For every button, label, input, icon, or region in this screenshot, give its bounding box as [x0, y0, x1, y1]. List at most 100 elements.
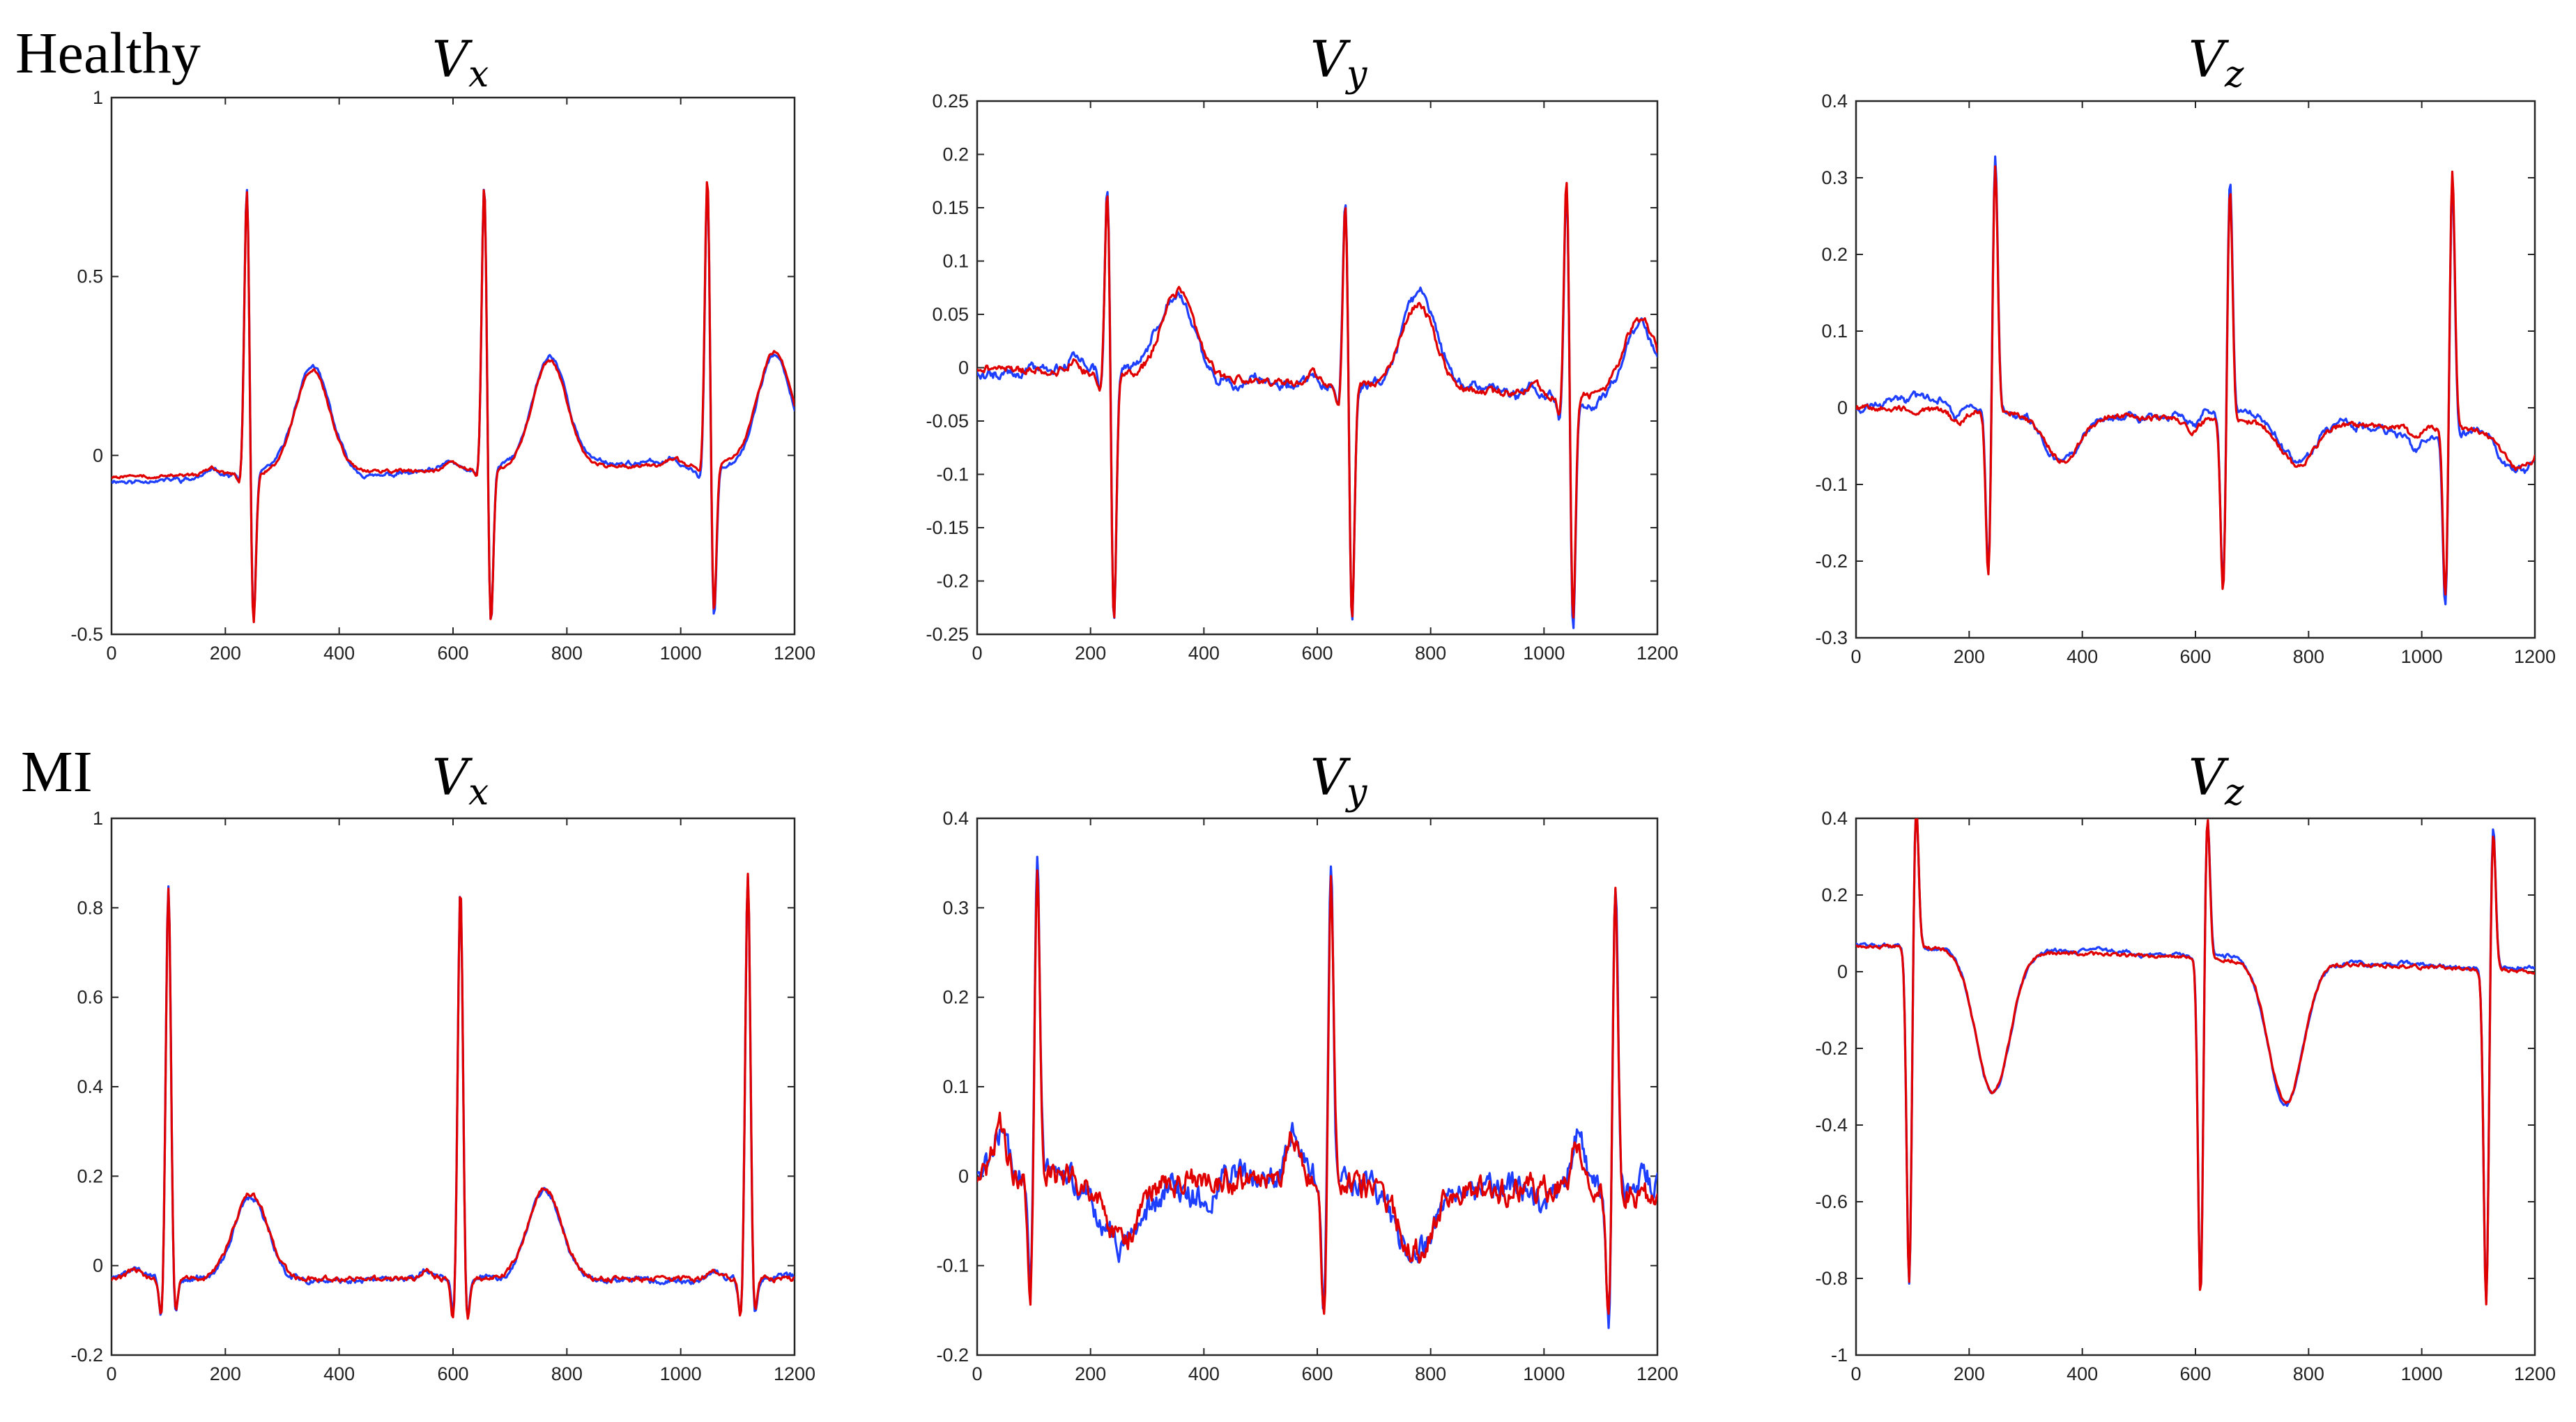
y-tick-label: -0.1	[936, 1255, 969, 1276]
x-tick-label: 0	[972, 1363, 982, 1384]
x-tick-label: 800	[1415, 1363, 1446, 1384]
chart-mi-vx: Vx0 200 400 600 800 1000 1200-0.200.20.40.60.8…	[70, 748, 815, 1384]
y-tick-label: 0.4	[942, 808, 969, 829]
chart-healthy-vy: Vy 0 200 400 600 800 1000 1200 -0.25 -0.2 -0.15 -0.…	[926, 30, 1678, 664]
y-tick-label: 0	[958, 1165, 969, 1186]
series-line-red-mi-vz	[1856, 818, 2535, 1306]
y-tick-label: 0	[1837, 961, 1848, 982]
y-tick-label: 0	[93, 1255, 103, 1276]
y-tick-label: -0.5	[70, 624, 103, 645]
x-tick-label: 0	[106, 1363, 116, 1384]
chart-title-symbol: V	[2188, 30, 2230, 89]
y-tick-label: 0	[93, 445, 103, 466]
y-tick-label: 0.1	[942, 251, 969, 272]
x-tick-label: 1200	[1636, 643, 1678, 664]
y-tick-label: 1	[93, 87, 103, 108]
x-tick-label: 1200	[2514, 646, 2556, 667]
series-line-blue-healthy-vz	[1856, 155, 2535, 606]
y-tick-label: -0.25	[926, 624, 969, 645]
x-tick-label: 400	[1188, 643, 1220, 664]
x-tick-label: 1000	[1523, 643, 1565, 664]
x-tick-label: 400	[323, 643, 355, 664]
row-label-mi: MI	[21, 740, 93, 804]
x-tick-label: 600	[437, 1363, 468, 1384]
x-tick-label: 1000	[660, 1363, 702, 1384]
x-tick-label: 1200	[1636, 1363, 1678, 1384]
x-tick-label: 200	[1954, 1363, 1985, 1384]
chart-title-symbol: V	[1310, 30, 1351, 89]
y-tick-label: 0.5	[77, 266, 103, 287]
chart-title-subscript: y	[1345, 54, 1367, 95]
axes-box-healthy-vx	[110, 96, 796, 636]
axes-box-mi-vy	[976, 817, 1659, 1356]
series-line-red-mi-vx	[112, 873, 795, 1320]
x-tick-label: 1000	[2401, 646, 2443, 667]
chart-title-subscript: x	[468, 54, 489, 95]
y-tick-label: 0.6	[77, 987, 103, 1008]
y-tick-label: 0	[1837, 397, 1848, 418]
x-tick-label: 1000	[660, 643, 702, 664]
x-tick-label: 0	[972, 643, 982, 664]
x-tick-label: 200	[1075, 643, 1106, 664]
series-line-red-healthy-vy	[977, 181, 1657, 619]
x-tick-label: 200	[210, 1363, 241, 1384]
chart-healthy-vx: Vx0 200 400 600 800 1000 1200-0.500.51	[70, 30, 815, 664]
y-tick-label: -1	[1831, 1345, 1848, 1366]
x-tick-label: 0	[1850, 646, 1861, 667]
y-tick-label: 0.3	[942, 897, 969, 918]
chart-title-healthy-vy: Vy	[1310, 30, 1367, 95]
y-tick-label: 0.1	[942, 1076, 969, 1097]
y-tick-label: 0.2	[942, 987, 969, 1008]
axes-box-healthy-vz	[1855, 100, 2536, 639]
y-tick-label: 1	[93, 808, 103, 829]
axes-box-mi-vx	[110, 817, 796, 1356]
x-tick-label: 600	[1301, 1363, 1333, 1384]
chart-title-symbol: V	[2188, 748, 2230, 806]
chart-title-subscript: z	[2224, 54, 2244, 95]
y-tick-label: 0.1	[1821, 321, 1848, 342]
y-tick-label: 0.25	[932, 91, 969, 112]
y-tick-label: 0.2	[77, 1165, 103, 1186]
x-tick-label: 600	[437, 643, 468, 664]
y-tick-label: 0.4	[77, 1076, 103, 1097]
y-tick-label: -0.1	[936, 464, 969, 485]
y-tick-label: -0.2	[1815, 1038, 1848, 1059]
chart-title-healthy-vz: Vz	[2188, 30, 2244, 95]
y-tick-label: -0.8	[1815, 1268, 1848, 1289]
series-line-red-healthy-vz	[1856, 165, 2535, 596]
y-tick-label: -0.2	[936, 571, 969, 592]
x-tick-label: 600	[2179, 1363, 2211, 1384]
chart-title-subscript: z	[2224, 772, 2244, 813]
x-tick-label: 400	[2067, 646, 2098, 667]
x-tick-label: 1000	[1523, 1363, 1565, 1384]
chart-title-mi-vx: Vx	[432, 748, 489, 813]
x-tick-label: 400	[323, 1363, 355, 1384]
chart-title-mi-vz: Vz	[2188, 748, 2244, 813]
y-tick-label: 0.2	[1821, 885, 1848, 905]
series-line-blue-healthy-vy	[977, 188, 1657, 629]
y-tick-label: -0.1	[1815, 474, 1848, 495]
chart-title-mi-vy: Vy	[1310, 748, 1367, 813]
y-tick-label: 0.3	[1821, 167, 1848, 188]
series-line-red-healthy-vx	[112, 181, 795, 624]
y-tick-label: -0.2	[1815, 551, 1848, 572]
chart-mi-vy: Vy 0 200 400 600 800 1000 1200 -0.2 -0.1 0 0.1 0.2 0.…	[936, 748, 1678, 1384]
y-tick-label: -0.2	[936, 1345, 969, 1366]
x-tick-label: 600	[2179, 646, 2211, 667]
x-tick-label: 400	[1188, 1363, 1220, 1384]
x-tick-label: 800	[2293, 1363, 2324, 1384]
chart-title-symbol: V	[1310, 748, 1351, 806]
x-tick-label: 800	[551, 1363, 583, 1384]
chart-healthy-vz: Vz 0 200 400 600 800 1000 1200 -0.3 -0.2 -0.1 0 0.1 0…	[1815, 30, 2556, 667]
chart-mi-vz: Vz 0 200 400 600 800 1000 1200 -1 -0.8 -0.6 -0.4 -0.…	[1815, 748, 2556, 1384]
chart-title-symbol: V	[432, 748, 473, 806]
x-tick-label: 600	[1301, 643, 1333, 664]
y-tick-label: 0.4	[1821, 91, 1848, 112]
y-tick-label: -0.4	[1815, 1115, 1848, 1136]
y-tick-label: 0.4	[1821, 808, 1848, 829]
x-tick-label: 200	[1954, 646, 1985, 667]
x-tick-label: 1000	[2401, 1363, 2443, 1384]
x-tick-label: 1200	[774, 643, 815, 664]
